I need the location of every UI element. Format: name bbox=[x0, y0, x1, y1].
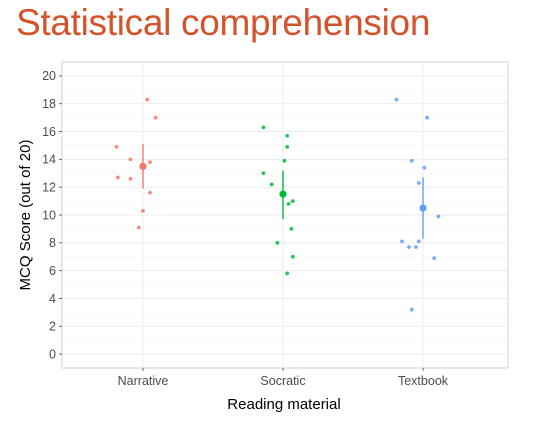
data-point-narrative bbox=[116, 176, 120, 180]
data-point-socratic bbox=[291, 255, 295, 259]
y-tick-label: 16 bbox=[42, 125, 56, 139]
mean-point-socratic bbox=[279, 191, 286, 198]
x-tick-label: Narrative bbox=[118, 374, 169, 388]
data-point-socratic bbox=[262, 171, 266, 175]
data-point-textbook bbox=[437, 214, 441, 218]
y-tick-label: 2 bbox=[49, 320, 56, 334]
data-point-narrative bbox=[141, 209, 145, 213]
data-point-narrative bbox=[129, 157, 133, 161]
y-tick-label: 0 bbox=[49, 347, 56, 361]
y-tick-label: 18 bbox=[42, 97, 56, 111]
data-point-textbook bbox=[407, 245, 411, 249]
data-point-narrative bbox=[129, 177, 133, 181]
x-tick-label: Socratic bbox=[260, 374, 305, 388]
data-point-socratic bbox=[291, 199, 295, 203]
data-point-narrative bbox=[148, 191, 152, 195]
y-tick-label: 10 bbox=[42, 208, 56, 222]
y-tick-label: 12 bbox=[42, 180, 56, 194]
data-point-socratic bbox=[276, 241, 280, 245]
y-tick-label: 4 bbox=[49, 292, 56, 306]
data-point-narrative bbox=[115, 145, 119, 149]
data-point-narrative bbox=[137, 226, 141, 230]
mean-point-textbook bbox=[419, 204, 426, 211]
data-point-socratic bbox=[283, 159, 287, 163]
data-point-narrative bbox=[145, 98, 149, 102]
data-point-textbook bbox=[410, 159, 414, 163]
data-point-textbook bbox=[417, 181, 421, 185]
mean-point-narrative bbox=[139, 163, 146, 170]
data-point-narrative bbox=[148, 160, 152, 164]
data-point-socratic bbox=[262, 125, 266, 129]
data-point-textbook bbox=[425, 116, 429, 120]
x-axis-ticks: Narrative Socratic Textbook bbox=[118, 368, 449, 388]
data-point-textbook bbox=[395, 98, 399, 102]
data-point-socratic bbox=[287, 202, 291, 206]
y-axis-ticks: 0 2 4 6 8 10 12 14 16 18 20 bbox=[42, 69, 62, 361]
data-point-socratic bbox=[290, 227, 294, 231]
y-tick-label: 14 bbox=[42, 153, 56, 167]
data-point-textbook bbox=[410, 308, 414, 312]
x-tick-label: Textbook bbox=[398, 374, 449, 388]
grid bbox=[62, 62, 508, 368]
data-point-socratic bbox=[285, 145, 289, 149]
data-point-textbook bbox=[400, 240, 404, 244]
y-tick-label: 20 bbox=[42, 69, 56, 83]
data-point-textbook bbox=[432, 256, 436, 260]
data-point-socratic bbox=[285, 272, 289, 276]
y-tick-label: 6 bbox=[49, 264, 56, 278]
y-axis-title: MCQ Score (out of 20) bbox=[17, 140, 34, 291]
y-tick-label: 8 bbox=[49, 236, 56, 250]
data-point-textbook bbox=[414, 245, 418, 249]
data-point-textbook bbox=[417, 240, 421, 244]
data-point-narrative bbox=[154, 116, 158, 120]
data-point-socratic bbox=[285, 134, 289, 138]
data-point-textbook bbox=[423, 166, 427, 170]
data-point-socratic bbox=[270, 183, 274, 187]
x-axis-title: Reading material bbox=[227, 396, 340, 413]
data-points bbox=[115, 98, 441, 312]
